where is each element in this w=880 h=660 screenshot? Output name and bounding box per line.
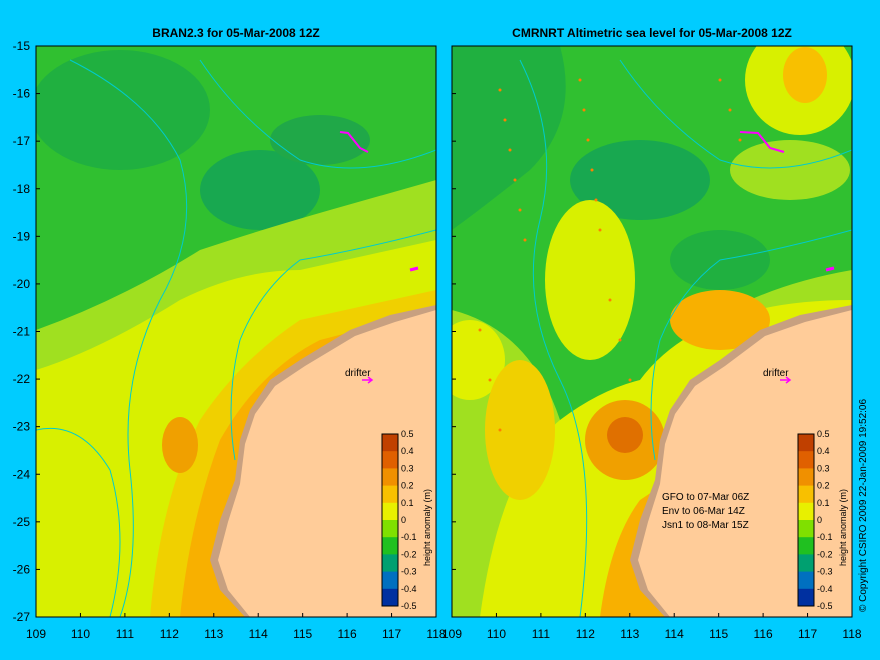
colorbar-segment	[382, 537, 398, 555]
colorbar-segment	[798, 485, 814, 504]
x-tick-label: 116	[754, 627, 773, 641]
x-tick-label: 112	[160, 627, 179, 641]
colorbar-segment	[798, 520, 814, 538]
y-tick-label: -27	[13, 610, 31, 624]
jsn-label: Jsn1 to 08-Mar 15Z	[662, 520, 749, 531]
y-tick-label: -16	[13, 87, 31, 101]
colorbar-frame	[381, 433, 399, 607]
drifter-arrow-left	[362, 376, 374, 384]
x-tick-label: 114	[249, 627, 268, 641]
colorbar-tick-label: 0.2	[401, 481, 414, 491]
colorbar-tick-label: 0.1	[817, 498, 830, 508]
right-map-title: CMRNRT Altimetric sea level for 05-Mar-2…	[512, 26, 792, 40]
gfo-label: GFO to 07-Mar 06Z	[662, 492, 749, 503]
colorbar-segment	[798, 554, 814, 573]
y-tick-label: -23	[13, 420, 31, 434]
colorbar-segment	[382, 451, 398, 469]
colorbar-tick-label: 0.3	[401, 463, 414, 473]
copyright-text: © Copyright CSIRO 2009 22-Jan-2009 19:52…	[858, 398, 869, 612]
y-tick-label: -20	[13, 277, 31, 291]
colorbar-tick-label: -0.2	[401, 549, 417, 559]
x-tick-label: 111	[532, 627, 551, 641]
y-tick-label: -22	[13, 372, 31, 386]
env-label: Env to 06-Mar 14Z	[662, 506, 745, 517]
colorbar-tick-label: -0.2	[817, 549, 833, 559]
colorbar-segment	[382, 485, 398, 504]
x-axis-ticks-right: 109 110 111 112 113 114 115 116 117 118	[442, 613, 862, 641]
x-tick-label: 112	[576, 627, 595, 641]
colorbar-tick-label: 0.4	[401, 446, 414, 456]
colorbar-frame	[797, 433, 815, 607]
left-map	[36, 46, 436, 617]
x-tick-label: 110	[71, 627, 90, 641]
colorbar-tick-label: 0	[401, 515, 406, 525]
colorbar-tick-label: -0.1	[817, 532, 833, 542]
colorbar-tick-label: -0.4	[817, 584, 833, 594]
colorbar-right: 0.5 0.4 0.3 0.2 0.1 0 -0.1 -0.2 -0.3 -0.4 -0.5 heig…	[797, 429, 848, 611]
y-tick-label: -15	[13, 39, 31, 53]
colorbar-tick-label: -0.3	[817, 567, 833, 577]
x-tick-label: 118	[426, 627, 445, 641]
colorbar-segment	[382, 434, 398, 452]
colorbar-segment	[798, 571, 814, 590]
x-tick-label: 114	[665, 627, 684, 641]
y-tick-label: -18	[13, 182, 31, 196]
x-tick-label: 113	[204, 627, 223, 641]
y-tick-label: -17	[13, 134, 31, 148]
x-tick-label: 109	[26, 627, 46, 641]
colorbar-left: 0.5 0.4 0.3 0.2 0.1 0 -0.1 -0.2 -0.3 -0.4 -0.5 heig…	[381, 429, 432, 611]
y-tick-label: -26	[13, 562, 31, 576]
colorbar-tick-label: -0.4	[401, 584, 417, 594]
colorbar-segment	[798, 451, 814, 469]
drifter-label-right: drifter	[763, 368, 789, 379]
colorbar-tick-label: 0.2	[817, 481, 830, 491]
colorbar-segment	[798, 537, 814, 555]
x-tick-label: 111	[116, 627, 135, 641]
x-tick-label: 115	[293, 627, 312, 641]
y-tick-label: -24	[13, 467, 31, 481]
drifter-arrow-right	[780, 376, 792, 384]
y-axis-ticks: -15 -16 -17 -18 -19 -20 -21 -22 -23 -24 -25 -26 -27	[13, 39, 456, 624]
colorbar-tick-label: 0.4	[817, 446, 830, 456]
colorbar-segment	[382, 554, 398, 573]
x-tick-label: 110	[487, 627, 506, 641]
x-tick-label: 116	[338, 627, 357, 641]
x-axis-ticks-left: 109 110 111 112 113 114 115 116 117 118	[26, 613, 446, 641]
left-map-title: BRAN2.3 for 05-Mar-2008 12Z	[152, 26, 320, 40]
colorbar-segment	[798, 434, 814, 452]
altimeter-tracks	[478, 78, 742, 432]
y-tick-label: -25	[13, 515, 31, 529]
drifter-label-left: drifter	[345, 368, 371, 379]
x-tick-label: 118	[842, 627, 861, 641]
x-tick-label: 113	[620, 627, 639, 641]
colorbar-tick-label: 0.5	[817, 429, 830, 439]
colorbar-segment	[798, 588, 814, 607]
colorbar-tick-label: 0.5	[401, 429, 414, 439]
x-tick-label: 117	[382, 627, 401, 641]
colorbar-segment	[382, 502, 398, 521]
colorbar-tick-label: 0.3	[817, 463, 830, 473]
colorbar-tick-label: 0	[817, 515, 822, 525]
colorbar-segment	[382, 571, 398, 590]
colorbar-tick-label: -0.1	[401, 532, 417, 542]
colorbar-axis-label: height anomaly (m)	[422, 489, 432, 566]
right-map	[452, 46, 852, 617]
colorbar-segment	[798, 502, 814, 521]
x-tick-label: 115	[709, 627, 728, 641]
colorbar-tick-label: -0.3	[401, 567, 417, 577]
x-tick-label: 109	[442, 627, 462, 641]
colorbar-segment	[382, 520, 398, 538]
y-tick-label: -21	[13, 325, 31, 339]
colorbar-tick-label: -0.5	[401, 601, 417, 611]
colorbar-segment	[382, 588, 398, 607]
colorbar-segment	[798, 468, 814, 487]
colorbar-tick-label: 0.1	[401, 498, 414, 508]
colorbar-axis-label: height anomaly (m)	[838, 489, 848, 566]
y-tick-label: -19	[13, 229, 31, 243]
colorbar-tick-label: -0.5	[817, 601, 833, 611]
x-tick-label: 117	[798, 627, 817, 641]
colorbar-segment	[382, 468, 398, 487]
